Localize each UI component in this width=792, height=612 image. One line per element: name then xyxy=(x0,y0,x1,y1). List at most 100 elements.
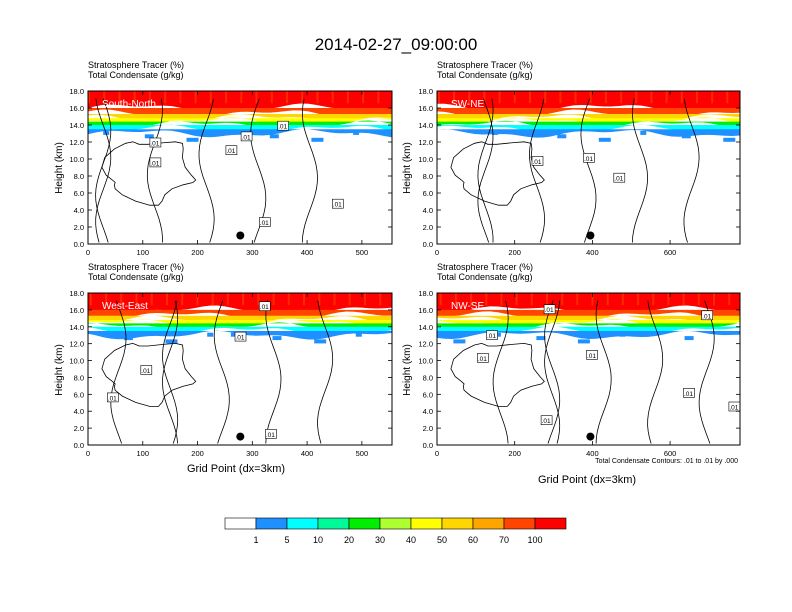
colorbar-label: 60 xyxy=(468,535,478,545)
contour-label: .01 xyxy=(235,335,244,342)
colorbar-swatch xyxy=(472,517,505,530)
tracer-streak xyxy=(382,91,385,104)
contour-label: .01 xyxy=(108,395,117,402)
tracer-streak xyxy=(680,91,683,104)
y-axis-label-bottom-left: Height (km) xyxy=(54,344,65,396)
tracer-band xyxy=(88,330,392,340)
x-tick-label: 600 xyxy=(664,248,677,257)
tracer-patch xyxy=(684,336,694,341)
contour-label: .01 xyxy=(684,391,693,398)
tracer-streak xyxy=(500,293,503,306)
contour-note: Total Condensate Contours: .01 to .01 by… xyxy=(595,458,738,465)
contour-label: .01 xyxy=(278,124,287,131)
colorbar: 1 5 10 20 30 40 50 60 70 100 xyxy=(224,517,567,545)
tracer-streak xyxy=(480,293,483,306)
tracer-patch xyxy=(640,130,647,135)
contour-line xyxy=(95,98,112,243)
tracer-patch xyxy=(269,134,279,139)
tracer-streak xyxy=(211,293,214,306)
contour-label-box xyxy=(258,301,271,312)
tracer-streak xyxy=(706,91,709,104)
tracer-patch xyxy=(557,134,567,139)
tracer-streak xyxy=(164,91,167,104)
contour-label-box xyxy=(701,310,714,321)
tracer-band xyxy=(88,91,392,113)
tracer-streak xyxy=(336,91,339,104)
tracer-streak xyxy=(672,293,675,306)
tracer-streak xyxy=(138,91,141,104)
contour-line xyxy=(95,98,112,243)
tracer-patch xyxy=(228,130,235,135)
tracer-streak xyxy=(118,91,121,104)
tracer-streak xyxy=(226,293,229,306)
tracer-streak xyxy=(525,293,528,306)
contour-label-box xyxy=(683,387,695,398)
contour-line xyxy=(544,300,561,444)
tracer-streak xyxy=(125,293,128,306)
tracer-streak xyxy=(642,293,645,306)
location-marker xyxy=(586,231,595,240)
tracer-streak xyxy=(123,91,126,104)
tracer-streak xyxy=(690,91,693,104)
tracer-streak xyxy=(367,91,370,104)
contour-label-box xyxy=(140,365,153,375)
tracer-streak xyxy=(610,91,612,104)
tracer-streak xyxy=(358,293,361,306)
contour-label-box xyxy=(265,429,277,439)
tracer-streak xyxy=(262,293,265,306)
tracer-streak xyxy=(685,91,688,104)
tracer-streak xyxy=(604,91,607,104)
tracer-streak xyxy=(331,91,334,104)
colorbar-label: 50 xyxy=(437,535,447,545)
y-tick-label: 2.0 xyxy=(423,223,433,232)
y-tick-label: 4.0 xyxy=(423,206,433,215)
contour-label: .01 xyxy=(226,148,235,155)
tracer-patch xyxy=(643,332,649,337)
tracer-streak xyxy=(632,293,634,306)
tracer-streak xyxy=(313,293,316,306)
tracer-streak xyxy=(316,91,319,104)
tracer-streak xyxy=(369,293,371,306)
tracer-patch xyxy=(353,130,360,135)
tracer-streak xyxy=(540,293,543,306)
tracer-streak xyxy=(566,293,569,306)
tracer-streak xyxy=(687,293,690,306)
colorbar-swatch xyxy=(348,517,381,530)
y-tick-label: 14.0 xyxy=(418,323,433,332)
x-tick-label: 200 xyxy=(508,248,521,257)
tracer-streak xyxy=(338,293,341,306)
plot-frame xyxy=(87,90,393,245)
tracer-streak xyxy=(230,91,233,104)
tracer-patch xyxy=(186,137,199,142)
tracer-streak xyxy=(697,293,700,306)
tracer-patch xyxy=(453,339,466,344)
tracer-streak xyxy=(723,293,726,306)
colorbar-label: 100 xyxy=(527,535,542,545)
colorbar-label: 40 xyxy=(406,535,416,545)
tracer-streak xyxy=(625,91,628,104)
tracer-streak xyxy=(209,91,212,104)
tracer-streak xyxy=(328,293,331,306)
tracer-patch xyxy=(165,339,178,344)
contour-line xyxy=(450,141,545,206)
x-tick-label: 400 xyxy=(586,248,599,257)
colorbar-label: 1 xyxy=(253,535,258,545)
tracer-streak xyxy=(323,293,326,306)
location-marker xyxy=(236,231,245,240)
condensate-contours xyxy=(450,300,715,444)
colorbar-label: 70 xyxy=(499,535,509,545)
tracer-streak xyxy=(586,293,589,306)
contour-line xyxy=(213,300,230,444)
contour-label-box xyxy=(240,131,253,142)
tracer-streak xyxy=(282,293,285,306)
tracer-streak xyxy=(321,91,324,104)
panel-2: Stratosphere Tracer (%)Total Condensate … xyxy=(69,262,393,458)
contour-label: .01 xyxy=(150,160,159,167)
condensate-contours xyxy=(450,98,700,243)
tracer-patch xyxy=(314,339,327,344)
tracer-streak xyxy=(348,293,351,306)
tracer-patch xyxy=(619,332,626,337)
tracer-streak xyxy=(733,293,736,306)
tracer-streak xyxy=(616,293,619,306)
tracer-streak xyxy=(463,91,466,104)
